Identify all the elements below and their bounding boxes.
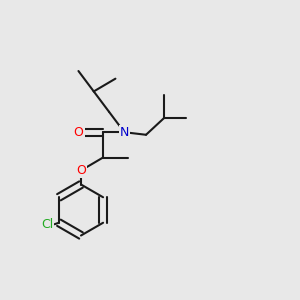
Text: O: O — [76, 164, 86, 177]
Text: N: N — [120, 126, 129, 139]
Text: Cl: Cl — [41, 218, 53, 231]
Text: O: O — [74, 126, 83, 139]
